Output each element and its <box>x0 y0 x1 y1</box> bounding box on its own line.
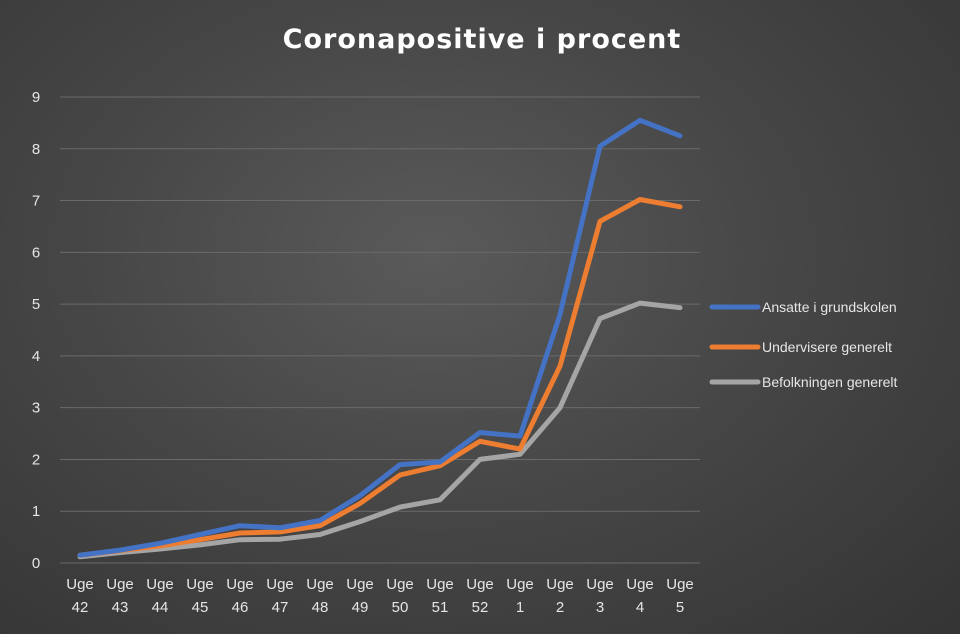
x-tick-label: Uge 43 <box>106 576 134 616</box>
legend-label: Ansatte i grundskolen <box>762 299 897 315</box>
x-tick-label: Uge 51 <box>426 576 454 616</box>
y-axis-ticks: 0 1 2 3 4 5 6 7 8 9 <box>32 89 40 572</box>
x-tick-label: Uge 1 <box>506 576 534 616</box>
x-tick-label: Uge 46 <box>226 576 254 616</box>
x-tick-label: Uge 4 <box>626 576 654 616</box>
y-tick-label: 6 <box>32 244 40 261</box>
y-tick-label: 7 <box>32 193 40 210</box>
x-tick-label: Uge 50 <box>386 576 414 616</box>
y-tick-label: 5 <box>32 296 40 313</box>
x-tick-label: Uge 44 <box>146 576 174 616</box>
y-tick-label: 2 <box>32 451 40 468</box>
y-tick-label: 9 <box>32 89 40 106</box>
x-tick-label: Uge 45 <box>186 576 214 616</box>
x-tick-label: Uge 49 <box>346 576 374 616</box>
series-line <box>77 197 683 558</box>
series-line <box>77 300 683 560</box>
legend: Ansatte i grundskolen Undervisere generel… <box>709 299 898 390</box>
y-tick-label: 4 <box>32 348 40 365</box>
legend-label: Befolkningen generelt <box>762 374 898 390</box>
y-tick-label: 0 <box>32 555 40 572</box>
series-lines <box>77 117 683 560</box>
y-tick-label: 3 <box>32 400 40 417</box>
x-tick-label: Uge 5 <box>666 576 694 616</box>
x-tick-label: Uge 47 <box>266 576 294 616</box>
x-tick-label: Uge 3 <box>586 576 614 616</box>
chart-title: Coronapositive i procent <box>283 24 682 55</box>
y-tick-label: 1 <box>32 503 40 520</box>
y-tick-label: 8 <box>32 141 40 158</box>
series-line <box>77 117 683 558</box>
x-tick-label: Uge 52 <box>466 576 494 616</box>
x-tick-label: Uge 42 <box>66 576 94 616</box>
gridlines <box>60 96 700 564</box>
x-tick-label: Uge 48 <box>306 576 334 616</box>
legend-label: Undervisere generelt <box>762 339 892 355</box>
x-axis-ticks: Uge 42 Uge 43 Uge 44 Uge 45 Uge 46 Uge 47 Uge 48 Uge 49… <box>66 576 694 616</box>
x-tick-label: Uge 2 <box>546 576 574 616</box>
